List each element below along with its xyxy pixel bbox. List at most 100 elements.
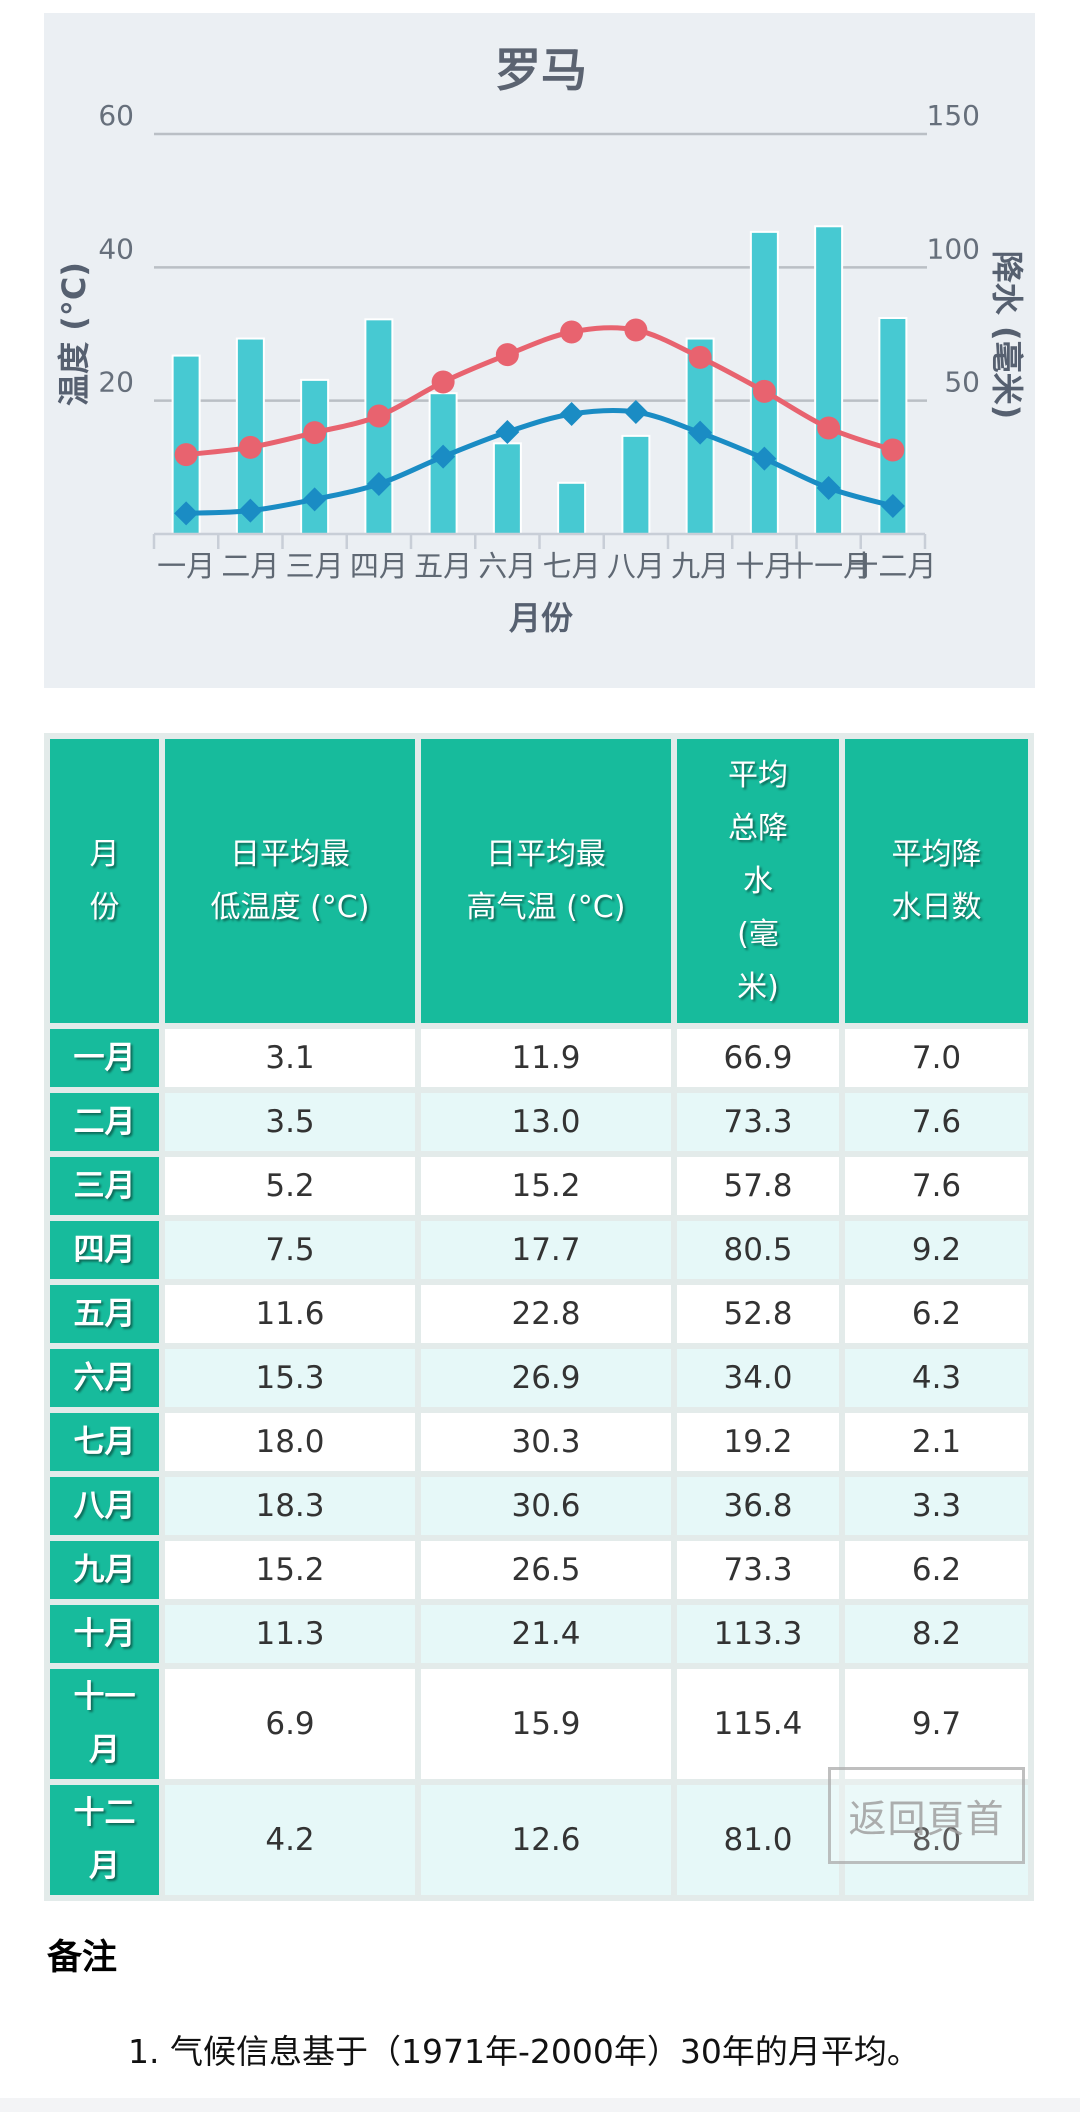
month-cell: 二月	[50, 1093, 159, 1151]
precipitation-cell: 52.8	[677, 1285, 839, 1343]
table-row: 九月 15.2 26.5 73.3 6.2	[50, 1541, 1028, 1599]
high-temp-cell: 22.8	[421, 1285, 671, 1343]
x-axis-category-label: 十月	[735, 549, 793, 583]
month-cell: 五月	[50, 1285, 159, 1343]
rain-days-cell: 8.2	[845, 1605, 1028, 1663]
x-axis-category-label: 二月	[221, 549, 279, 583]
precipitation-cell: 66.9	[677, 1029, 839, 1087]
month-cell: 七月	[50, 1413, 159, 1471]
diamond-marker-icon	[752, 446, 777, 471]
x-axis-category-label: 一月	[157, 549, 215, 583]
x-axis-category-label: 八月	[607, 549, 665, 583]
table-row: 二月 3.5 13.0 73.3 7.6	[50, 1093, 1028, 1151]
gridlines	[154, 132, 927, 402]
rain-days-cell: 9.7	[845, 1669, 1028, 1779]
precipitation-cell: 36.8	[677, 1477, 839, 1535]
low-temp-cell: 11.6	[165, 1285, 415, 1343]
high-temp-cell: 15.2	[421, 1157, 671, 1215]
precipitation-cell: 57.8	[677, 1157, 839, 1215]
rain-days-cell: 6.2	[845, 1541, 1028, 1599]
high-temp-cell: 26.9	[421, 1349, 671, 1407]
header-line: 份	[89, 890, 120, 925]
header-line: 日平均最	[230, 837, 350, 872]
header-low-temp: 日平均最 低温度 (°C)	[165, 739, 415, 1023]
circle-marker-icon	[624, 318, 648, 342]
x-axis-category-label: 五月	[414, 549, 472, 583]
precipitation-bar	[557, 481, 587, 535]
month-line: 月	[89, 1732, 120, 1768]
high-temp-series	[174, 318, 905, 467]
climate-chart: 20 40 60 50 100 150 一月 二月 三月 四月 五月 六月 七月 八月 九月 十月 十一月 十二月…	[44, 13, 1035, 688]
month-cell: 十月	[50, 1605, 159, 1663]
month-cell: 六月	[50, 1349, 159, 1407]
diamond-marker-icon	[238, 498, 263, 523]
table-row: 四月 7.5 17.7 80.5 9.2	[50, 1221, 1028, 1279]
month-cell: 一月	[50, 1029, 159, 1087]
chart-title: 罗马	[495, 43, 587, 97]
header-line: 平均	[728, 757, 788, 793]
precipitation-bar	[492, 442, 522, 536]
table-row: 十二 月 4.2 12.6 81.0 8.0	[50, 1785, 1028, 1895]
precipitation-cell: 113.3	[677, 1605, 839, 1663]
low-temp-cell: 7.5	[165, 1221, 415, 1279]
rain-days-cell: 6.2	[845, 1285, 1028, 1343]
low-temp-cell: 5.2	[165, 1157, 415, 1215]
high-temp-cell: 30.3	[421, 1413, 671, 1471]
low-temp-cell: 11.3	[165, 1605, 415, 1663]
precipitation-cell: 115.4	[677, 1669, 839, 1779]
circle-marker-icon	[881, 438, 905, 462]
table-row: 六月 15.3 26.9 34.0 4.3	[50, 1349, 1028, 1407]
x-axis-category-label: 四月	[350, 549, 408, 583]
precipitation-cell: 73.3	[677, 1093, 839, 1151]
low-temp-cell: 6.9	[165, 1669, 415, 1779]
rain-days-cell: 2.1	[845, 1413, 1028, 1471]
month-cell: 十二 月	[50, 1785, 159, 1895]
x-axis-category-label: 十一月	[785, 549, 872, 583]
circle-marker-icon	[431, 370, 455, 394]
table-row: 八月 18.3 30.6 36.8 3.3	[50, 1477, 1028, 1535]
high-temp-cell: 30.6	[421, 1477, 671, 1535]
diamond-marker-icon	[495, 420, 520, 444]
low-temp-cell: 3.5	[165, 1093, 415, 1151]
diamond-marker-icon	[688, 420, 713, 445]
month-cell: 三月	[50, 1157, 159, 1215]
climate-table: 月 份 日平均最 低温度 (°C) 日平均最 高气温 (°C) 平均 总降 水 …	[44, 733, 1034, 1901]
circle-marker-icon	[752, 379, 776, 403]
diamond-marker-icon	[623, 400, 648, 424]
month-cell: 十一 月	[50, 1669, 159, 1779]
circle-marker-icon	[817, 416, 841, 440]
low-temp-series	[174, 400, 905, 526]
diamond-marker-icon	[559, 402, 584, 426]
notes-heading: 备注	[47, 1938, 118, 1978]
header-month: 月 份	[50, 739, 159, 1023]
y-right-tick-label: 50	[944, 366, 980, 399]
high-temp-cell: 21.4	[421, 1605, 671, 1663]
rain-days-cell: 4.3	[845, 1349, 1028, 1407]
header-rain-days: 平均降 水日数	[845, 739, 1028, 1023]
table-row: 十一 月 6.9 15.9 115.4 9.7	[50, 1669, 1028, 1779]
high-temp-cell: 12.6	[421, 1785, 671, 1895]
header-row: 月 份 日平均最 低温度 (°C) 日平均最 高气温 (°C) 平均 总降 水 …	[50, 739, 1028, 1023]
page-bottom-bar	[0, 2098, 1080, 2112]
x-axis-category-label: 七月	[543, 549, 601, 583]
x-axis-category-label: 九月	[671, 549, 729, 583]
series-line	[185, 325, 894, 458]
precipitation-cell: 80.5	[677, 1221, 839, 1279]
y-axis-right-title: 降水 (毫米)	[988, 251, 1026, 419]
note-item: 1. 气候信息基于（1971年-2000年）30年的月平均。	[128, 2032, 920, 2071]
series-line	[186, 407, 894, 516]
rain-days-cell: 9.2	[845, 1221, 1028, 1279]
x-axis-title: 月份	[509, 599, 573, 637]
back-to-top-button[interactable]: 返回頁首	[828, 1767, 1025, 1864]
month-cell: 四月	[50, 1221, 159, 1279]
x-axis-category-label: 六月	[478, 549, 536, 583]
y-left-tick-label: 40	[98, 232, 134, 265]
rain-days-cell: 7.6	[845, 1093, 1028, 1151]
header-line: 总降	[728, 810, 788, 846]
x-axis-category-label: 三月	[286, 549, 344, 583]
high-temp-cell: 17.7	[421, 1221, 671, 1279]
y-left-tick-label: 20	[98, 366, 134, 399]
table-row: 一月 3.1 11.9 66.9 7.0	[50, 1029, 1028, 1087]
low-temp-cell: 18.0	[165, 1413, 415, 1471]
